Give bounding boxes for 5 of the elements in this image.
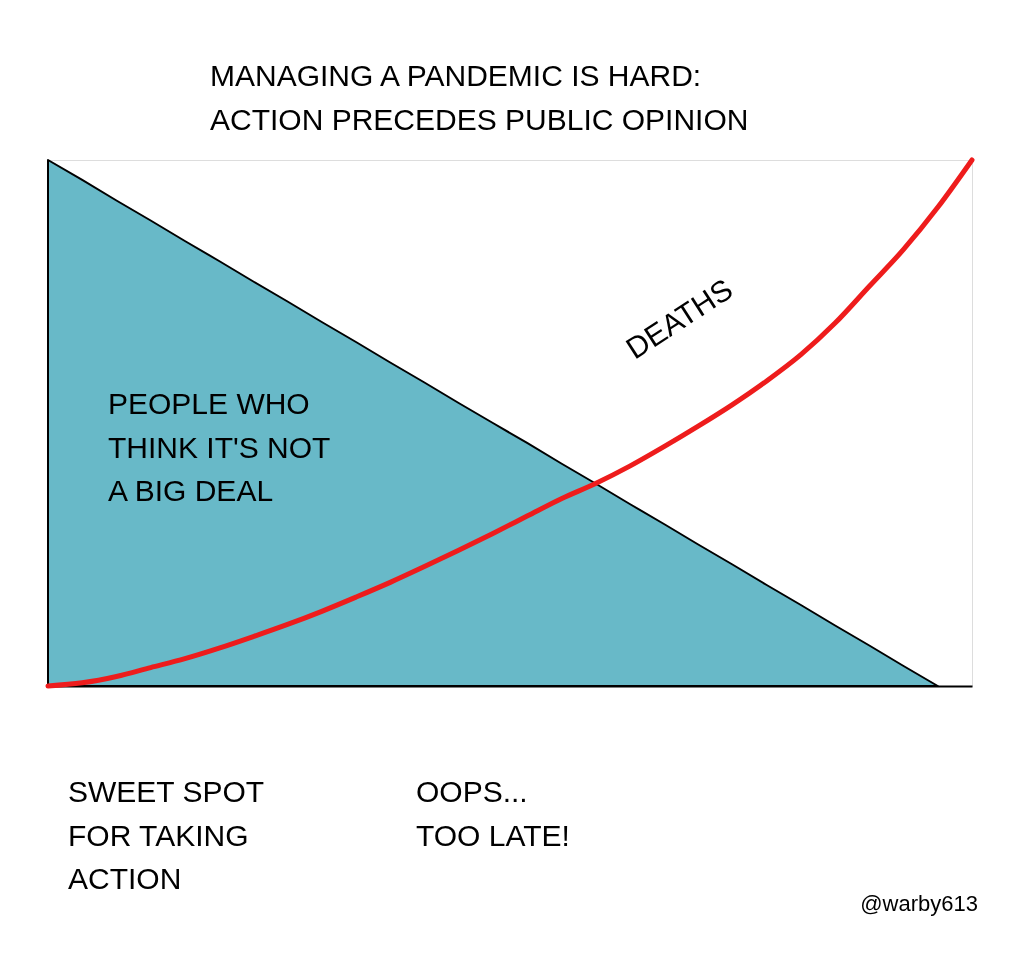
chart-title: MANAGING A PANDEMIC IS HARD: ACTION PRECEDES PUBLIC OPINION: [210, 59, 749, 136]
text: @warby613: [860, 891, 978, 916]
text: SWEET SPOT FOR TAKING ACTION: [68, 775, 265, 895]
annotation: PEOPLE WHO THINK IT'S NOT A BIG DEAL: [108, 387, 331, 507]
text: OOPS... TOO LATE!: [416, 775, 570, 852]
